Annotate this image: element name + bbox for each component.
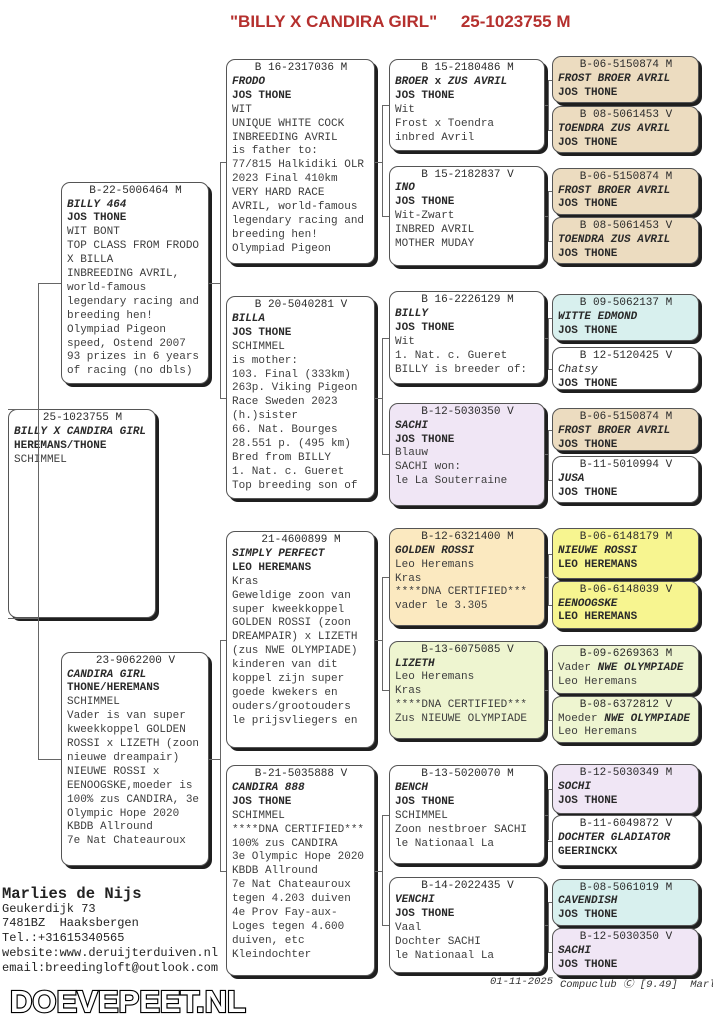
svg-text:DOEVEPEET.NL: DOEVEPEET.NL	[10, 984, 246, 1019]
